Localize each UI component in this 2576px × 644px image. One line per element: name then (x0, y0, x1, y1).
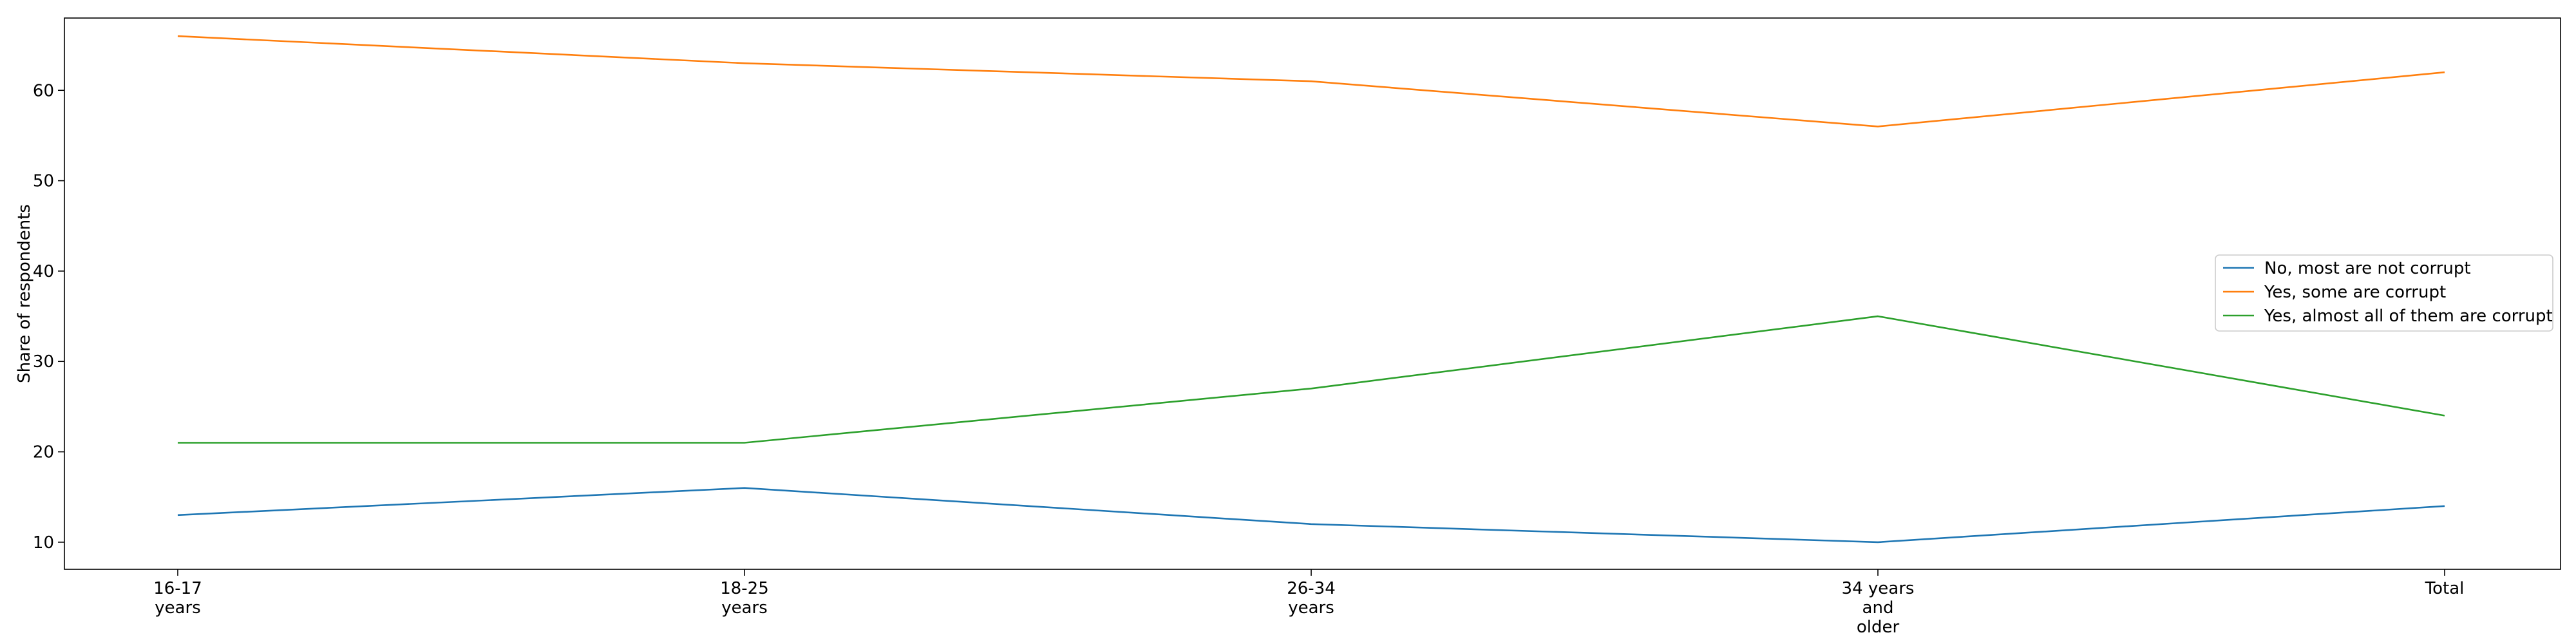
x-tick-label: and (1862, 598, 1894, 618)
plot-frame (64, 17, 2561, 570)
series-line-1 (177, 487, 2445, 544)
x-tick-label: older (1857, 618, 1900, 637)
y-axis: 10 20 30 40 50 60 (33, 81, 64, 553)
y-tick-label: 30 (33, 352, 54, 372)
y-tick-label: 60 (33, 81, 54, 100)
legend: No, most are not corrupt Yes, some are co… (2215, 254, 2553, 332)
y-tick-label: 40 (33, 262, 54, 281)
x-tick-label: 34 years (1842, 579, 1915, 598)
legend-box (2215, 254, 2553, 332)
x-tick-label: Total (2425, 579, 2465, 598)
y-axis-label: Share of respondents (15, 204, 34, 383)
series-layer (177, 35, 2445, 544)
y-tick-label: 50 (33, 172, 54, 191)
x-tick-label: years (721, 598, 768, 618)
x-tick-label: years (155, 598, 201, 618)
x-tick-label: 16-17 (153, 579, 202, 598)
series-line-2 (177, 35, 2445, 128)
y-tick-label: 10 (33, 533, 54, 553)
x-tick-label: 18-25 (720, 579, 769, 598)
legend-label-3: Yes, almost all of them are corrupt (2264, 307, 2553, 326)
series-line-3 (178, 315, 2445, 444)
legend-label-1: No, most are not corrupt (2264, 259, 2471, 278)
y-tick-label: 20 (33, 443, 54, 462)
x-tick-label: years (1288, 598, 1334, 618)
x-tick-label: 26-34 (1287, 579, 1336, 598)
legend-label-2: Yes, some are corrupt (2264, 283, 2446, 302)
